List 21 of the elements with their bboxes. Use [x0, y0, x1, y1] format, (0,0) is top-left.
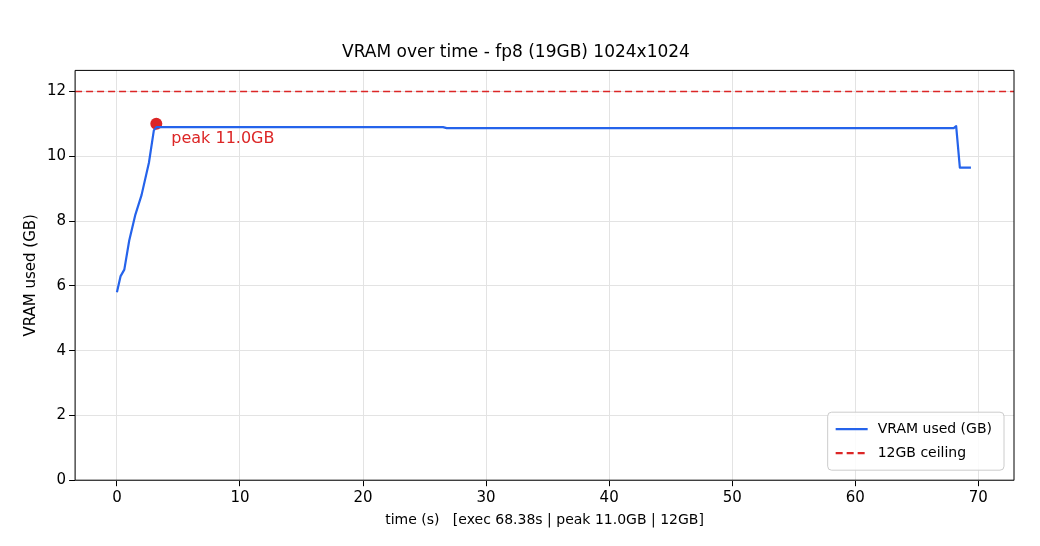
x-tick-label: 10: [230, 488, 250, 507]
x-tick-label: 40: [599, 488, 619, 507]
x-axis-title: time (s) [exec 68.38s | peak 11.0GB | 12GB]: [385, 511, 704, 529]
y-tick-label: 12: [46, 81, 67, 100]
y-tick-label: 8: [56, 210, 67, 229]
x-tick-label: 0: [112, 488, 122, 507]
y-axis-title: VRAM used (GB): [20, 214, 39, 337]
y-tick-label: 4: [56, 340, 67, 359]
y-tick-label: 2: [56, 405, 67, 424]
annotation: peak 11.0GB: [171, 128, 275, 148]
y-tick-label: 6: [56, 275, 67, 294]
x-tick-label: 70: [968, 488, 988, 507]
y-tick-label: 10: [46, 146, 67, 165]
x-tick-label: 30: [476, 488, 496, 507]
legend-label: 12GB ceiling: [877, 443, 967, 460]
x-tick-label: 20: [353, 488, 373, 507]
legend-label: VRAM used (GB): [877, 419, 993, 436]
x-tick-label: 60: [845, 488, 865, 507]
chart-title: VRAM over time - fp8 (19GB) 1024x1024: [342, 40, 690, 61]
y-tick-label: 0: [56, 470, 67, 489]
x-tick-label: 50: [722, 488, 742, 507]
